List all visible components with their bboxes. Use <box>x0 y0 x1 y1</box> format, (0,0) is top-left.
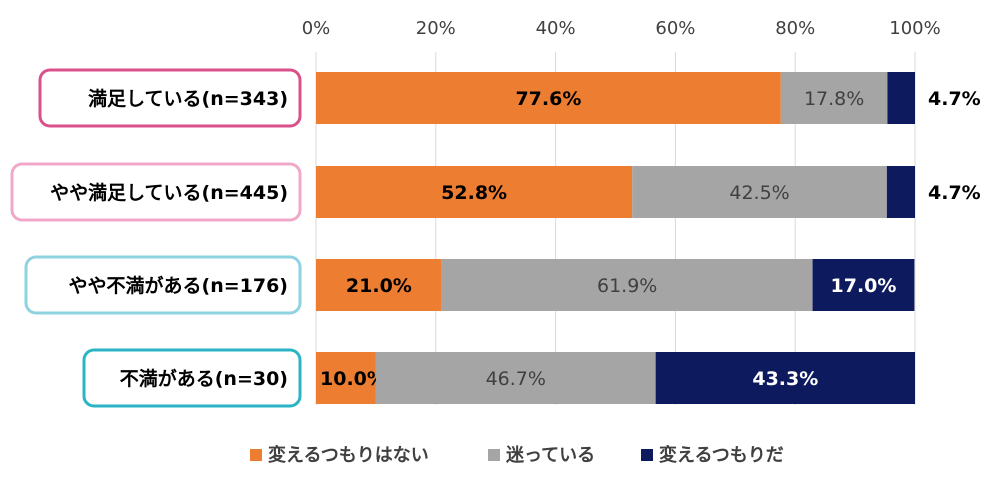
data-label: 43.3% <box>752 368 818 390</box>
legend-swatch <box>250 449 262 461</box>
category-label: 不満がある(n=30) <box>120 367 288 390</box>
category-label: 満足している(n=343) <box>88 88 288 110</box>
bar-segment <box>780 72 888 124</box>
x-tick-label: 20% <box>416 18 456 39</box>
data-label: 46.7% <box>486 368 546 390</box>
data-label: 42.5% <box>729 182 789 204</box>
legend-label: 迷っている <box>505 445 595 466</box>
x-tick-label: 0% <box>302 18 331 39</box>
bar-segment <box>632 166 887 218</box>
x-tick-label: 60% <box>655 18 695 39</box>
legend-label: 変えるつもりだ <box>659 444 784 466</box>
category-label: やや満足している(n=445) <box>50 182 288 204</box>
x-tick-label: 100% <box>889 18 940 39</box>
data-label: 4.7% <box>928 182 981 204</box>
bar-segment <box>887 72 915 124</box>
category-label-box <box>82 348 302 408</box>
category-label: やや不満がある(n=176) <box>69 274 288 297</box>
data-label: 17.8% <box>804 88 864 110</box>
legend-swatch <box>641 449 653 461</box>
x-tick-label: 40% <box>536 18 576 39</box>
bar-segment <box>316 72 781 124</box>
data-label: 77.6% <box>515 88 581 110</box>
data-label: 21.0% <box>346 275 412 297</box>
legend-swatch <box>488 449 500 461</box>
category-label-box <box>10 162 302 222</box>
bar-segment <box>316 352 376 404</box>
bar-segment <box>316 166 633 218</box>
x-tick-label: 80% <box>775 18 815 39</box>
bar-segment <box>812 259 915 311</box>
data-label: 17.0% <box>831 275 897 297</box>
bar-segment <box>375 352 656 404</box>
bar-segment <box>886 166 915 218</box>
data-label: 10.0% <box>320 368 386 390</box>
legend-label: 変えるつもりはない <box>268 444 429 466</box>
bar-segment <box>655 352 915 404</box>
category-label-box <box>38 68 302 128</box>
data-label: 61.9% <box>597 275 657 297</box>
category-label-box <box>24 255 302 315</box>
data-label: 4.7% <box>928 88 981 110</box>
bar-segment <box>316 259 442 311</box>
bar-segment <box>441 259 813 311</box>
data-label: 52.8% <box>441 182 507 204</box>
